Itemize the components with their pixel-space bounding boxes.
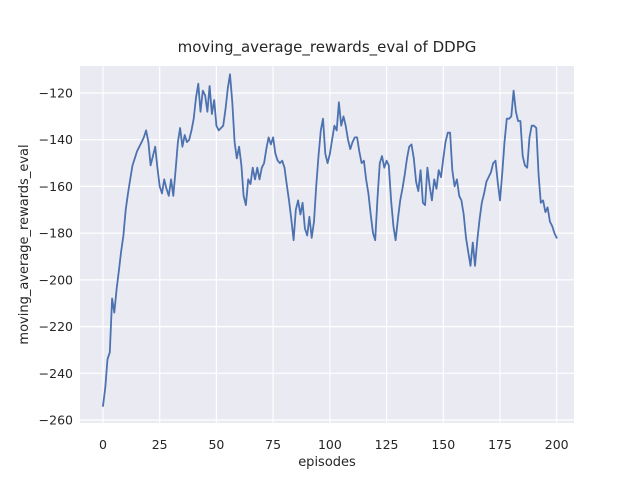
y-tick-labels: −260 −240 −220 −200 −180 −160 −140 −120: [39, 86, 73, 428]
x-tick-label: 100: [318, 437, 342, 452]
y-axis-label: moving_average_rewards_eval: [17, 144, 32, 344]
x-tick-label: 150: [431, 437, 455, 452]
x-tick-label: 50: [208, 437, 224, 452]
x-tick-label: 175: [488, 437, 512, 452]
y-tick-label: −200: [39, 272, 73, 287]
y-tick-label: −120: [39, 86, 73, 101]
x-tick-labels: 0 25 50 75 100 125 150 175 200: [99, 437, 569, 452]
x-tick-label: 125: [375, 437, 399, 452]
y-tick-label: −260: [39, 413, 73, 428]
x-tick-label: 75: [265, 437, 281, 452]
y-tick-label: −180: [39, 226, 73, 241]
x-tick-label: 25: [152, 437, 168, 452]
y-tick-label: −140: [39, 132, 73, 147]
x-axis-label: episodes: [298, 455, 356, 470]
y-tick-label: −160: [39, 179, 73, 194]
gridlines: [80, 66, 574, 423]
plot-area: [80, 66, 574, 423]
x-tick-label: 0: [99, 437, 107, 452]
chart-title: moving_average_rewards_eval of DDPG: [178, 38, 477, 57]
y-tick-label: −240: [39, 366, 73, 381]
y-tick-label: −220: [39, 319, 73, 334]
reward-line: [102, 73, 558, 407]
x-tick-label: 200: [545, 437, 569, 452]
